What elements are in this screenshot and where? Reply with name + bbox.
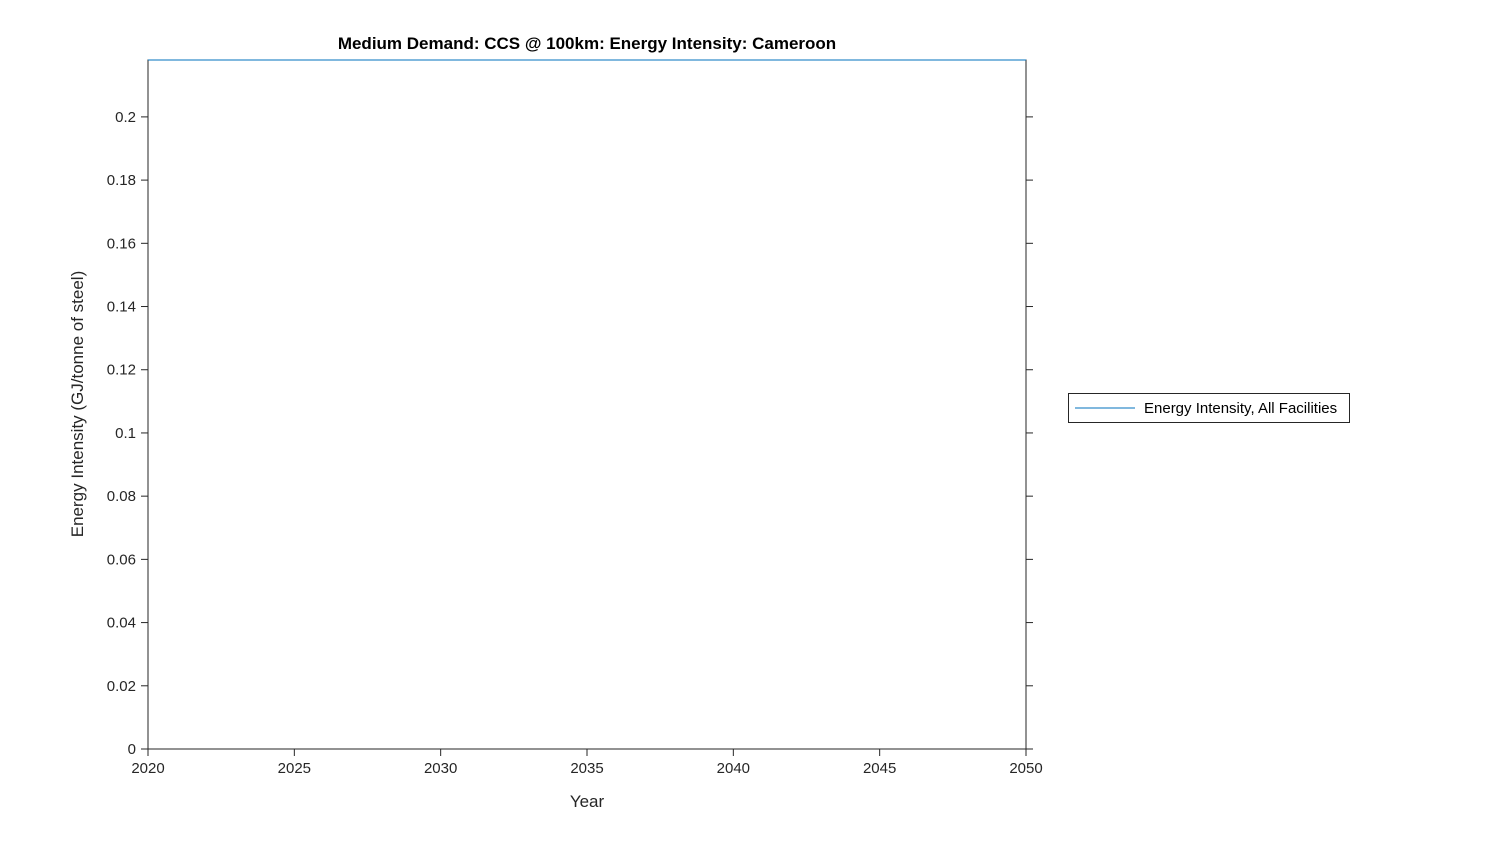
chart-title: Medium Demand: CCS @ 100km: Energy Inten… bbox=[337, 34, 837, 53]
y-tick-label: 0.12 bbox=[107, 362, 136, 379]
x-tick-label: 2025 bbox=[278, 760, 311, 777]
x-tick-label: 2040 bbox=[717, 760, 750, 777]
y-tick-label: 0 bbox=[128, 741, 136, 758]
y-tick-label: 0.14 bbox=[107, 299, 136, 316]
x-tick-label: 2050 bbox=[1009, 760, 1042, 777]
y-tick-label: 0.2 bbox=[115, 109, 136, 126]
x-tick-label: 2045 bbox=[863, 760, 896, 777]
y-tick-label: 0.08 bbox=[107, 488, 136, 505]
y-tick-label: 0.06 bbox=[107, 551, 136, 568]
x-axis-label: Year bbox=[569, 792, 605, 811]
y-tick-label: 0.02 bbox=[107, 678, 136, 695]
legend-label: Energy Intensity, All Facilities bbox=[1144, 399, 1338, 417]
y-tick-label: 0.18 bbox=[107, 172, 136, 189]
y-tick-label: 0.04 bbox=[107, 615, 136, 632]
x-tick-label: 2020 bbox=[131, 760, 164, 777]
x-tick-label: 2035 bbox=[570, 760, 603, 777]
y-tick-label: 0.16 bbox=[107, 235, 136, 252]
x-tick-label: 2030 bbox=[424, 760, 457, 777]
legend: Energy Intensity, All Facilities bbox=[1068, 393, 1351, 423]
y-tick-label: 0.1 bbox=[115, 425, 136, 442]
legend-line-sample bbox=[1075, 407, 1135, 409]
y-axis-label: Energy Intensity (GJ/tonne of steel) bbox=[68, 270, 87, 538]
axes-box bbox=[147, 59, 1027, 750]
